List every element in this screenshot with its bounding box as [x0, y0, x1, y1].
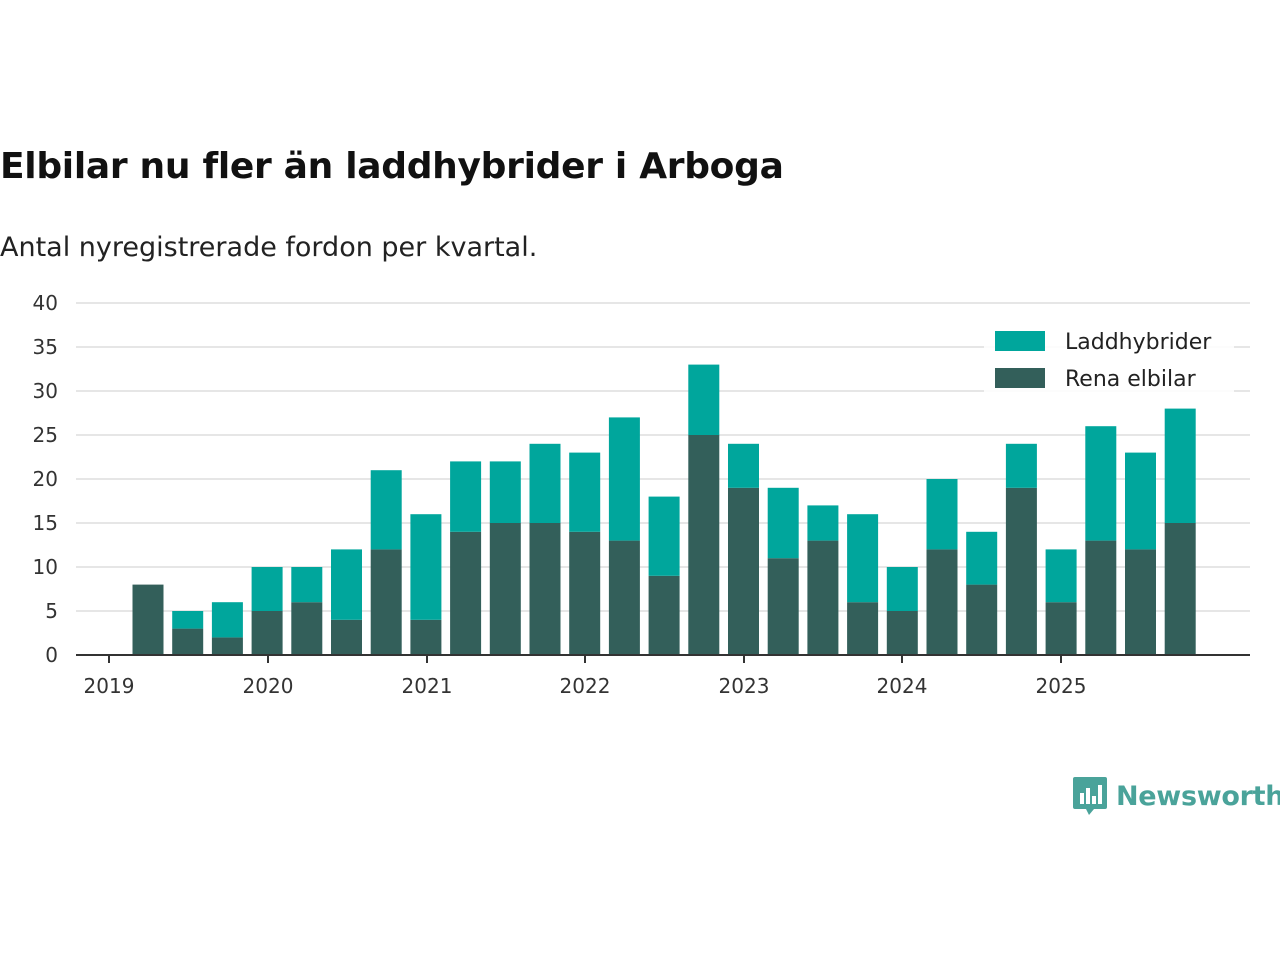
- y-tick-label: 5: [45, 599, 58, 623]
- legend-swatch-laddhybrider: [995, 331, 1045, 351]
- bar-laddhybrider: [926, 479, 958, 550]
- bar-chart-icon: [1073, 777, 1107, 815]
- bar-laddhybrider: [1005, 443, 1037, 488]
- y-tick-label: 20: [33, 467, 58, 491]
- bar-rena-elbilar: [728, 487, 759, 655]
- y-tick-label: 0: [45, 643, 58, 667]
- bar-laddhybrider: [767, 487, 799, 559]
- legend-label-laddhybrider: Laddhybrider: [1065, 330, 1212, 355]
- bars: [132, 364, 1196, 655]
- bar-rena-elbilar: [529, 523, 561, 655]
- bar-rena-elbilar: [1164, 523, 1196, 655]
- bar-laddhybrider: [1125, 452, 1156, 550]
- legend-swatch-rena-elbilar: [995, 368, 1045, 388]
- bar-laddhybrider: [331, 549, 362, 620]
- bar-laddhybrider: [1164, 408, 1196, 523]
- bar-laddhybrider: [847, 514, 879, 603]
- bar-laddhybrider: [172, 611, 204, 629]
- bar-rena-elbilar: [291, 602, 323, 655]
- legend-label-rena-elbilar: Rena elbilar: [1065, 367, 1197, 392]
- bar-laddhybrider: [211, 602, 243, 638]
- bar-laddhybrider: [291, 567, 323, 603]
- bar-laddhybrider: [410, 514, 442, 620]
- bar-rena-elbilar: [807, 540, 839, 655]
- bar-rena-elbilar: [251, 611, 283, 655]
- bar-rena-elbilar: [767, 558, 799, 655]
- brand-name: Newsworthy: [1116, 780, 1280, 812]
- bar-laddhybrider: [807, 505, 839, 541]
- bar-rena-elbilar: [1005, 487, 1037, 655]
- bar-laddhybrider: [370, 470, 402, 550]
- x-tick-label: 2022: [560, 674, 611, 698]
- y-tick-label: 35: [33, 335, 58, 359]
- bar-laddhybrider: [489, 461, 521, 523]
- bar-rena-elbilar: [489, 523, 521, 655]
- bar-laddhybrider: [529, 443, 561, 523]
- bar-rena-elbilar: [1045, 602, 1077, 655]
- bar-laddhybrider: [688, 364, 720, 435]
- bar-rena-elbilar: [370, 549, 402, 655]
- x-tick-label: 2020: [243, 674, 294, 698]
- bar-rena-elbilar: [648, 575, 680, 655]
- x-tick-label: 2025: [1036, 674, 1087, 698]
- bar-rena-elbilar: [688, 435, 720, 655]
- bar-rena-elbilar: [410, 619, 442, 655]
- chart-subtitle: Antal nyregistrerade fordon per kvartal.: [0, 232, 538, 263]
- bar-laddhybrider: [886, 567, 918, 611]
- y-tick-label: 40: [33, 291, 58, 315]
- x-tick-label: 2021: [402, 674, 453, 698]
- bar-rena-elbilar: [1125, 549, 1156, 655]
- x-tick-label: 2024: [877, 674, 928, 698]
- bar-laddhybrider: [450, 461, 482, 532]
- bar-laddhybrider: [1085, 426, 1117, 541]
- bar-rena-elbilar: [847, 602, 879, 655]
- bar-rena-elbilar: [886, 611, 918, 655]
- bar-laddhybrider: [728, 443, 759, 488]
- y-axis-ticks: 0 5 10 15 20 25 30 35 40: [33, 291, 58, 667]
- x-axis: 2019 2020 2021 2022 2023 2024 2025: [76, 654, 1250, 698]
- y-tick-label: 10: [33, 555, 58, 579]
- newsworthy-logo: Newsworthy: [1072, 776, 1280, 816]
- y-tick-label: 30: [33, 379, 58, 403]
- chart-title: Elbilar nu fler än laddhybrider i Arboga: [0, 146, 784, 187]
- bar-laddhybrider: [608, 417, 640, 541]
- bar-laddhybrider: [251, 567, 283, 611]
- bar-rena-elbilar: [132, 584, 164, 655]
- bar-rena-elbilar: [926, 549, 958, 655]
- bar-rena-elbilar: [569, 531, 601, 655]
- y-tick-label: 15: [33, 511, 58, 535]
- legend: Laddhybrider Rena elbilar: [984, 325, 1234, 397]
- y-tick-label: 25: [33, 423, 58, 447]
- bar-rena-elbilar: [608, 540, 640, 655]
- x-tick-label: 2023: [719, 674, 770, 698]
- bar-rena-elbilar: [966, 584, 998, 655]
- bar-laddhybrider: [966, 531, 998, 585]
- bar-laddhybrider: [648, 496, 680, 576]
- bar-rena-elbilar: [172, 628, 204, 655]
- bar-laddhybrider: [569, 452, 601, 532]
- bar-rena-elbilar: [1085, 540, 1117, 655]
- bar-rena-elbilar: [211, 637, 243, 655]
- bar-laddhybrider: [1045, 549, 1077, 603]
- bar-rena-elbilar: [450, 531, 482, 655]
- x-tick-label: 2019: [84, 674, 135, 698]
- bar-rena-elbilar: [331, 619, 362, 655]
